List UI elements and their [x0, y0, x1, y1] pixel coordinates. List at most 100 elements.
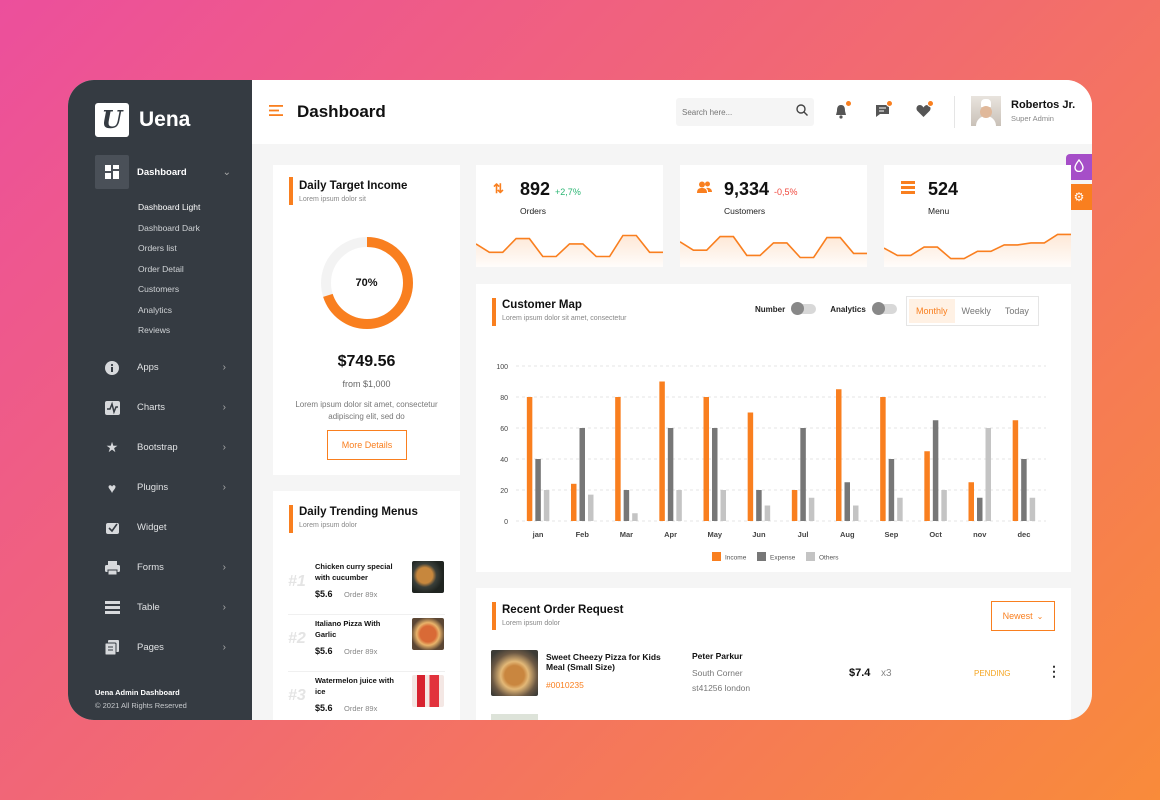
sparkline — [680, 235, 867, 267]
chevron-right-icon: › — [222, 402, 226, 413]
search-input[interactable] — [682, 107, 796, 117]
food-image — [412, 561, 444, 593]
bar-others — [720, 490, 726, 521]
sidebar-item-dashboard[interactable]: Dashboard ⌄ — [95, 155, 231, 189]
stat-delta: -0,5% — [774, 187, 798, 197]
stat-label: Orders — [520, 206, 546, 216]
order-price: $7.4 — [849, 667, 871, 679]
more-details-button[interactable]: More Details — [327, 430, 407, 460]
bar-others — [897, 497, 903, 521]
y-tick-label: 80 — [500, 395, 508, 402]
submenu-reviews[interactable]: Reviews — [138, 325, 171, 335]
droplet-icon — [1074, 158, 1084, 175]
sidebar-item-widget[interactable]: Widget — [68, 508, 252, 548]
customer-bar-chart: 0 20 40 60 80 100 jan Feb Mar Apr May Jun Jul Aug Sep O… — [496, 364, 1046, 562]
chevron-right-icon: › — [222, 482, 226, 493]
food-image — [491, 714, 538, 720]
chevron-right-icon: › — [222, 602, 226, 613]
user-profile[interactable]: Robertos Jr. Super Admin — [971, 96, 1075, 126]
customer-map-card: Customer Map Lorem ipsum dolor sit amet,… — [476, 284, 1071, 572]
bar-income — [747, 412, 754, 521]
x-tick-label: Jun — [752, 530, 766, 539]
y-tick-label: 20 — [500, 488, 508, 495]
submenu-customers[interactable]: Customers — [138, 284, 180, 294]
bell-icon[interactable] — [832, 100, 852, 120]
info-icon — [104, 360, 120, 376]
stat-label: Menu — [928, 206, 950, 216]
sidebar-item-plugins[interactable]: ♥ Plugins › — [68, 468, 252, 508]
submenu-dashboard-light[interactable]: Dashboard Light — [138, 202, 201, 212]
sparkline-area — [884, 234, 1071, 267]
list-item[interactable]: #2 Italiano Pizza With Garlic $5.6 Order… — [288, 618, 445, 672]
printer-icon — [104, 560, 120, 576]
x-tick-label: dec — [1017, 530, 1030, 539]
bar-expense — [667, 428, 674, 521]
message-icon[interactable] — [873, 100, 893, 120]
page-title: Dashboard — [297, 102, 386, 121]
bar-expense — [535, 459, 541, 521]
sidebar-item-table[interactable]: Table › — [68, 588, 252, 628]
list-item[interactable]: #1 Chicken curry special with cucumber $… — [288, 561, 445, 615]
sparkline — [476, 234, 663, 267]
chevron-down-icon: ⌄ — [1036, 611, 1044, 621]
legend-label: Expense — [770, 555, 796, 562]
avatar — [971, 96, 1001, 126]
y-tick-label: 60 — [500, 426, 508, 433]
tab-weekly[interactable]: Weekly — [961, 306, 991, 316]
bar-expense — [756, 490, 762, 521]
customer-name: Peter Parkur — [692, 651, 743, 661]
bar-others — [1029, 497, 1036, 521]
title-accent — [289, 505, 293, 533]
submenu-orders-list[interactable]: Orders list — [138, 243, 177, 253]
sparkline-line — [680, 235, 867, 259]
legend-label: Income — [725, 555, 747, 562]
sidebar-item-label: Dashboard — [137, 166, 187, 178]
sidebar-item-label: Table — [137, 602, 160, 613]
sidebar-item-apps[interactable]: Apps › — [68, 348, 252, 388]
sidebar-item-label: Pages — [137, 642, 164, 653]
sidebar-item-bootstrap[interactable]: ★ Bootstrap › — [68, 428, 252, 468]
trend-price: $5.6 — [315, 646, 333, 656]
heart-icon: ♥ — [107, 479, 117, 496]
legend-swatch — [757, 552, 766, 561]
sidebar-item-charts[interactable]: Charts › — [68, 388, 252, 428]
card-title: Customer Map — [502, 299, 582, 311]
sidebar-item-pages[interactable]: Pages › — [68, 628, 252, 668]
submenu-order-detail[interactable]: Order Detail — [138, 263, 184, 274]
food-image — [491, 650, 538, 696]
sort-dropdown[interactable]: Newest ⌄ — [991, 601, 1055, 631]
number-toggle[interactable] — [791, 302, 817, 315]
income-donut — [321, 237, 413, 329]
submenu-analytics[interactable]: Analytics — [138, 304, 173, 315]
hamburger-icon[interactable] — [269, 103, 285, 121]
bar-others — [853, 505, 859, 521]
y-tick-label: 100 — [496, 364, 508, 371]
trend-rank: #2 — [288, 630, 306, 647]
list-item[interactable]: #3 Watermelon juice with ice $5.6 Order … — [288, 675, 445, 720]
tab-today[interactable]: Today — [1004, 306, 1029, 316]
legend-label: Others — [819, 555, 839, 562]
tab-monthly[interactable]: Monthly — [909, 299, 955, 323]
bar-expense — [712, 428, 718, 521]
trend-name: Watermelon juice with ice — [315, 676, 394, 696]
search-icon[interactable] — [796, 103, 808, 121]
submenu-dashboard-dark[interactable]: Dashboard Dark — [138, 222, 200, 233]
card-title: Daily Target Income — [299, 180, 408, 192]
bar-others — [632, 513, 638, 521]
brand-logo[interactable]: U Uena — [68, 80, 252, 144]
y-tick-label: 0 — [504, 519, 508, 526]
analytics-toggle[interactable] — [871, 302, 897, 315]
income-target: from $1,000 — [342, 379, 391, 389]
order-id[interactable]: #0010235 — [546, 680, 584, 690]
sidebar-item-forms[interactable]: Forms › — [68, 548, 252, 588]
bar-expense — [932, 420, 939, 521]
sort-label: Newest — [1002, 611, 1033, 621]
target-income-card: Daily Target Income Lorem ipsum dolor si… — [273, 165, 460, 475]
chevron-right-icon: › — [222, 562, 226, 573]
trend-price: $5.6 — [315, 703, 333, 713]
notification-dot — [927, 100, 934, 107]
x-tick-label: Sep — [885, 530, 899, 539]
more-options-icon[interactable]: ⋮ — [1047, 663, 1061, 679]
table-row[interactable]: Sweet Cheezy Pizza for Kids Meal (Small … — [476, 646, 1071, 702]
heart-icon[interactable] — [914, 100, 934, 120]
